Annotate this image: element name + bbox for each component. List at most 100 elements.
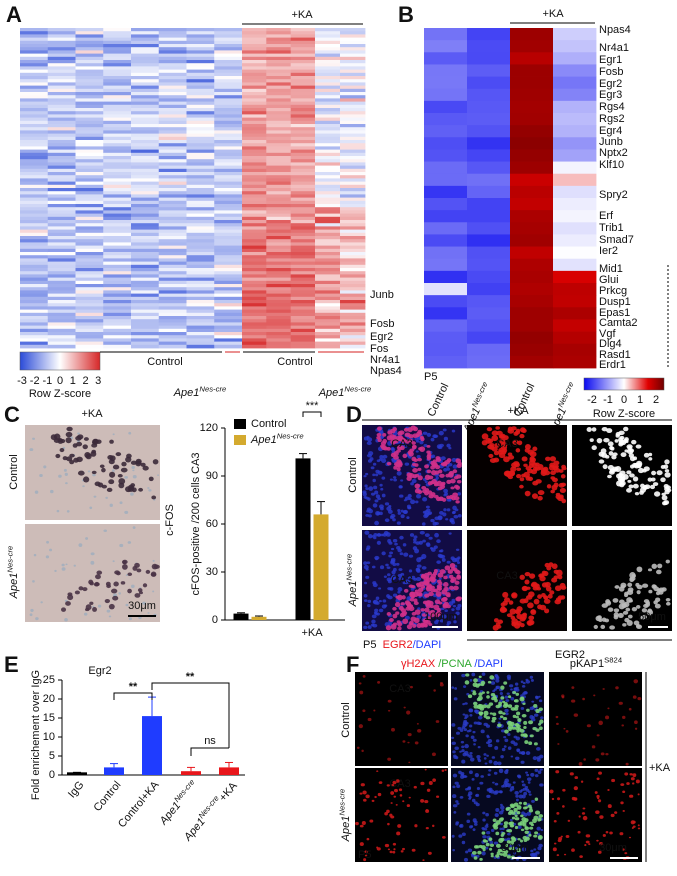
treatment-label: +KA xyxy=(81,408,103,420)
heatmap-cell xyxy=(340,236,365,240)
cell xyxy=(440,483,445,487)
cell xyxy=(136,569,141,573)
gene-label: Fosb xyxy=(599,66,623,78)
heatmap-cell xyxy=(242,265,267,269)
cell xyxy=(79,586,84,590)
cell xyxy=(107,610,111,613)
heatmap-cell xyxy=(131,28,159,32)
heatmap-cell xyxy=(467,149,510,162)
heatmap-cell xyxy=(76,73,104,77)
heatmap-cell xyxy=(187,178,215,182)
cell xyxy=(559,483,565,488)
heatmap-cell xyxy=(76,137,104,141)
cell xyxy=(148,489,151,491)
cell xyxy=(432,752,436,756)
heatmap-cell xyxy=(159,281,187,285)
cell xyxy=(539,783,544,786)
heatmap-cell xyxy=(266,28,291,32)
heatmap-cell xyxy=(103,188,131,192)
cell xyxy=(393,479,397,482)
label-part: Nes-cre xyxy=(6,546,15,573)
cell xyxy=(520,729,525,733)
cell xyxy=(509,684,513,687)
heatmap-cell xyxy=(214,162,242,166)
heatmap-cell xyxy=(76,63,104,67)
cell xyxy=(512,817,515,820)
heatmap-cell xyxy=(291,57,316,61)
heatmap-cell xyxy=(291,290,316,294)
heatmap-cell xyxy=(48,201,76,205)
cell xyxy=(626,763,629,766)
heatmap-cell xyxy=(266,284,291,288)
heatmap-cell xyxy=(48,239,76,243)
cell xyxy=(398,512,401,515)
cell xyxy=(613,452,618,456)
heatmap-cell xyxy=(315,313,340,317)
heatmap-cell xyxy=(20,124,48,128)
cell xyxy=(420,624,426,628)
cell xyxy=(118,474,123,478)
heatmap-cell xyxy=(510,344,553,357)
cell xyxy=(473,683,478,687)
cell xyxy=(449,532,452,534)
cell xyxy=(504,781,508,784)
cell xyxy=(592,445,597,450)
cell xyxy=(411,457,416,462)
cell xyxy=(662,501,667,505)
heatmap-cell xyxy=(510,40,553,53)
heatmap-cell xyxy=(340,284,365,288)
heatmap-cell xyxy=(242,66,267,70)
heatmap-cell xyxy=(20,185,48,189)
cell xyxy=(470,757,475,761)
cell xyxy=(556,716,559,718)
heatmap-cell xyxy=(159,73,187,77)
cell xyxy=(579,815,581,817)
heatmap-cell xyxy=(242,50,267,54)
heatmap-cell xyxy=(20,150,48,154)
heatmap-cell xyxy=(187,38,215,42)
heatmap-cell xyxy=(187,233,215,237)
cell xyxy=(592,745,596,748)
cell xyxy=(465,851,468,854)
heatmap-cell xyxy=(187,198,215,202)
cell xyxy=(409,498,412,500)
cell xyxy=(624,592,629,596)
heatmap-cell xyxy=(242,92,267,96)
cell xyxy=(526,751,531,755)
heatmap-cell xyxy=(291,50,316,54)
cell xyxy=(504,770,508,774)
heatmap-cell xyxy=(187,262,215,266)
heatmap-cell xyxy=(315,140,340,144)
heatmap-cell xyxy=(315,268,340,272)
cell xyxy=(32,438,35,440)
heatmap-cell xyxy=(242,60,267,64)
heatmap-cell xyxy=(340,89,365,93)
cell xyxy=(629,572,635,578)
heatmap-cell xyxy=(315,92,340,96)
cell xyxy=(443,494,447,497)
heatmap-cell xyxy=(48,242,76,246)
heatmap-cell xyxy=(131,294,159,298)
heatmap-cell xyxy=(103,230,131,234)
heatmap-cell xyxy=(131,124,159,128)
cell xyxy=(566,835,570,838)
cell xyxy=(436,795,439,797)
heatmap-cell xyxy=(103,121,131,125)
legend-label: Control xyxy=(251,418,286,430)
cell xyxy=(444,437,448,441)
cell xyxy=(574,798,577,801)
cell xyxy=(369,819,373,822)
heatmap-cell xyxy=(242,230,267,234)
heatmap-cell xyxy=(103,310,131,314)
heatmap-cell xyxy=(159,66,187,70)
heatmap-cell xyxy=(103,66,131,70)
cell xyxy=(593,695,595,697)
row-label: Control xyxy=(8,454,20,489)
heatmap-cell xyxy=(266,191,291,195)
heatmap-cell xyxy=(315,76,340,80)
cell xyxy=(491,693,495,696)
heatmap-cell xyxy=(159,249,187,253)
heatmap-cell xyxy=(48,111,76,115)
heatmap-cell xyxy=(214,66,242,70)
heatmap-cell xyxy=(187,255,215,259)
